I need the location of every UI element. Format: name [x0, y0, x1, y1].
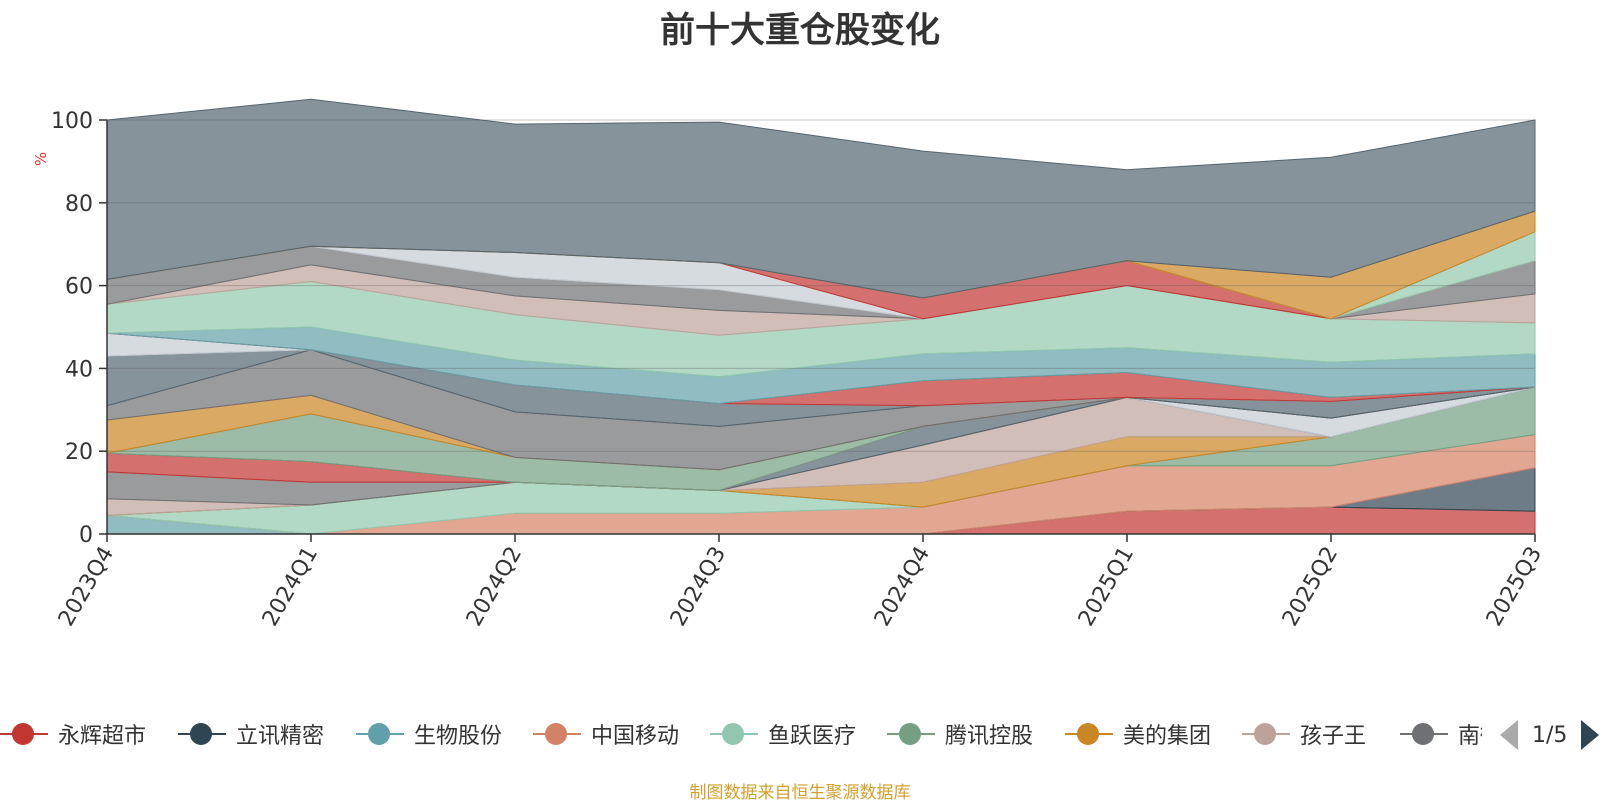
legend-swatch-icon: [533, 722, 581, 746]
legend-swatch-icon: [1242, 722, 1290, 746]
legend-swatch-icon: [710, 722, 758, 746]
legend-swatch-icon: [0, 722, 48, 746]
grid-lines: [107, 119, 1535, 452]
legend-label: 美的集团: [1123, 724, 1212, 749]
legend-label: 永辉超市: [58, 724, 147, 749]
legend-label: 立讯精密: [236, 724, 325, 749]
legend-swatch-icon: [1065, 722, 1113, 746]
legend-item[interactable]: 生物股份: [356, 714, 502, 754]
x-tick-label: 2024Q4: [870, 543, 935, 631]
legend-label: 生物股份: [414, 724, 503, 749]
legend-item[interactable]: 腾讯控股: [887, 714, 1033, 754]
y-tick-label: 80: [65, 192, 93, 217]
x-tick-label: 2025Q2: [1278, 543, 1343, 631]
source-note: 制图数据来自恒生聚源数据库: [689, 783, 911, 803]
legend-swatch-icon: [356, 722, 404, 746]
legend-item[interactable]: 美的集团: [1065, 714, 1211, 754]
stacked-area-chart: 0 20 40 60 80 100 2023Q4 2024Q1 2024Q2 2024Q3 2024…: [51, 98, 1547, 631]
y-tick-label: 100: [51, 109, 93, 134]
area-series-group: [106, 98, 1536, 535]
legend-page-indicator: 1/5: [1532, 722, 1568, 748]
x-tick-label: 2024Q1: [258, 543, 323, 631]
y-tick-label: 40: [65, 357, 93, 382]
x-tick-label: 2023Q4: [54, 543, 119, 631]
y-tick-label: 20: [65, 440, 93, 465]
legend-item[interactable]: 南微医学: [1400, 714, 1482, 754]
legend-label: 孩子王: [1300, 724, 1367, 749]
legend-prev-page-icon[interactable]: [1500, 720, 1518, 750]
legend-label: 中国移动: [591, 724, 680, 749]
legend-item[interactable]: 鱼跃医疗: [710, 714, 856, 754]
x-tick-label: 2025Q1: [1074, 543, 1139, 631]
legend-label: 鱼跃医疗: [768, 724, 857, 749]
y-tick-label: 0: [79, 523, 93, 548]
legend-label: 腾讯控股: [945, 724, 1034, 749]
legend-item[interactable]: 孩子王: [1242, 714, 1366, 754]
legend-swatch-icon: [1400, 722, 1448, 746]
legend-next-page-icon[interactable]: [1581, 720, 1600, 750]
x-tick-label: 2024Q2: [462, 543, 527, 631]
legend: 永辉超市 立讯精密 生物股份 中国移动 鱼跃医疗 腾讯控股 美的集团 孩子王 南微医学: [0, 714, 1600, 754]
x-tick-label: 2024Q3: [666, 543, 731, 631]
legend-item[interactable]: 立讯精密: [178, 714, 324, 754]
y-tick-label: 60: [65, 275, 93, 300]
legend-item[interactable]: 中国移动: [533, 714, 679, 754]
legend-label: 南微医学: [1458, 724, 1482, 749]
legend-item[interactable]: 永辉超市: [0, 714, 146, 754]
legend-swatch-icon: [178, 722, 226, 746]
legend-items: 永辉超市 立讯精密 生物股份 中国移动 鱼跃医疗 腾讯控股 美的集团 孩子王 南微医学: [0, 714, 1482, 754]
area-series-28: [106, 98, 1536, 299]
chart-title: 前十大重仓股变化: [659, 11, 940, 51]
x-tick-label: 2025Q3: [1482, 543, 1547, 631]
legend-swatch-icon: [887, 722, 935, 746]
legend-pager: 1/5: [1500, 718, 1600, 752]
